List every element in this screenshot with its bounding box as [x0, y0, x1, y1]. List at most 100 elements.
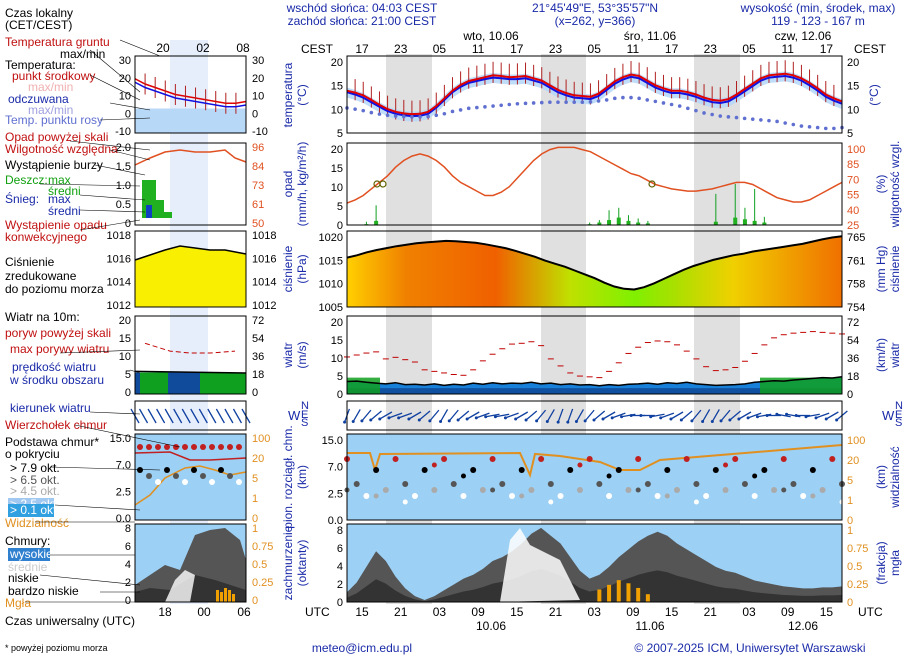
dew-point-dot [775, 119, 779, 124]
precip-tick: 20 [331, 144, 343, 156]
legend-precip-tick: 1.5 [116, 161, 131, 173]
wind-unit-label: (m/s) [295, 341, 309, 368]
wind-arrow [352, 409, 361, 422]
legend-mid-clouds: średnie [8, 560, 48, 574]
wind-arrow-head [746, 416, 750, 420]
cloud-base-dot [509, 493, 515, 499]
visibility-tick: 5 [847, 475, 853, 487]
wind-arrow-head [493, 415, 497, 419]
wind-arrow [457, 410, 470, 421]
cloud-base-dot [596, 481, 603, 487]
wind-tick: 0 [337, 389, 343, 401]
wind-green-block [347, 377, 380, 394]
legend-leader [74, 424, 181, 448]
cloud-base-dot [781, 487, 787, 493]
wind-low-band [347, 388, 842, 394]
wind-arrow-head [474, 416, 478, 420]
legend-cloud-dot [191, 467, 197, 473]
legend-leader [129, 369, 141, 374]
utc-hour-tick: 15 [665, 605, 679, 619]
legend-temp-tick-right: 0 [252, 108, 258, 120]
wind-arrow [670, 411, 684, 420]
precip-mean-bar [752, 220, 757, 225]
legend-kmh-tick: 0 [252, 387, 258, 399]
cloud-base-dot [800, 493, 807, 499]
legend-cloud-dot [182, 444, 188, 450]
cloud-sky [347, 434, 842, 520]
legend-utc-tick: 00 [197, 605, 211, 619]
legend-leader [39, 574, 141, 586]
wind-arrow-head [814, 416, 818, 420]
cloud-base-dot [693, 481, 700, 487]
legend-leader [59, 349, 141, 354]
local-hour-tick: 05 [433, 42, 447, 56]
temp-unit-right: (°C) [867, 84, 881, 105]
legend-text: Temperatura: [5, 58, 76, 72]
compass-n: N [301, 400, 309, 412]
legend-text: Wierzchołek chmur [5, 418, 107, 432]
wind-arrow [720, 409, 731, 422]
wind-arrow-head [610, 416, 614, 420]
cloud-tick: 15.0 [322, 435, 343, 447]
dew-point-dot [742, 116, 747, 121]
wind-arrow-head [439, 420, 443, 424]
cloud-base-dot [790, 481, 797, 487]
legend-cloud-top [134, 451, 247, 461]
visibility-tick: 20 [847, 455, 859, 467]
legend-wind-arrow [215, 408, 225, 424]
pressure-axis-label: ciśnienie [281, 245, 295, 292]
kmh-tick: 72 [847, 317, 859, 329]
legend-cloud-dot [209, 444, 215, 450]
legend-temp-tick-right: 10 [252, 91, 264, 103]
cloud-base-dot [460, 473, 466, 479]
legend-precip-tick: 0.5 [116, 199, 131, 211]
legend-text: Wiatr na 10m: [5, 310, 80, 324]
legend-cloud-dot [209, 479, 215, 485]
compass-s-right: S [895, 417, 902, 429]
cloud-base-dot [373, 467, 380, 473]
octant-tick: 2 [337, 579, 343, 591]
wind-arrow-head [484, 415, 488, 419]
day-label-top: czw, 12.06 [775, 29, 832, 43]
compass-e-right: E [895, 409, 902, 421]
dew-point-dot [515, 101, 520, 106]
legend-text: max/min [28, 80, 73, 94]
dew-point-dot [799, 124, 804, 128]
wind-arrow-head [535, 419, 539, 423]
legend-cloud-dot [200, 473, 206, 479]
dew-point-dot [718, 114, 723, 118]
wind-arrow-head [710, 420, 714, 424]
wind-arrow-head [679, 418, 683, 422]
cloud-base-dot [402, 499, 408, 505]
legend-frame-temp [134, 55, 247, 134]
pressure-tick: 1010 [319, 279, 343, 291]
legend-felt-band [135, 108, 246, 133]
wind-arrow [515, 411, 529, 420]
wind-axis-right: wiatr [888, 342, 902, 368]
utc-hour-tick: 21 [549, 605, 563, 619]
legend-rain-bar [142, 180, 156, 218]
legend-fog-bar [232, 594, 235, 602]
wind-arrow-head [343, 420, 347, 424]
legend-text: max porywy wiatru [10, 342, 109, 356]
cloud-base-dot [470, 467, 477, 473]
wind-tick: 15 [331, 335, 343, 347]
legend-fog-bar [216, 590, 219, 602]
temp-axis-label: temperatura [281, 62, 295, 127]
cloud-base-dot [635, 487, 641, 493]
dew-point-dot [483, 105, 487, 109]
cloud-tick: 7.0 [328, 462, 343, 474]
dew-point-dot [604, 98, 609, 102]
wind-arrow-head [447, 419, 451, 423]
legend-humidity-line [134, 149, 247, 166]
coords-text: 21°45'49"E, 53°35'57"N [532, 1, 658, 15]
dew-point-dot [686, 106, 690, 111]
utc-hour-tick: 21 [704, 605, 718, 619]
dew-point-dot [767, 118, 771, 123]
legend-text: Opad powyżej skali [5, 130, 108, 144]
dew-point-dot [402, 114, 406, 119]
wind-arrow-head [794, 414, 798, 417]
local-hour-tick: 11 [781, 42, 794, 56]
legend-octant-tick: 4 [125, 559, 131, 571]
